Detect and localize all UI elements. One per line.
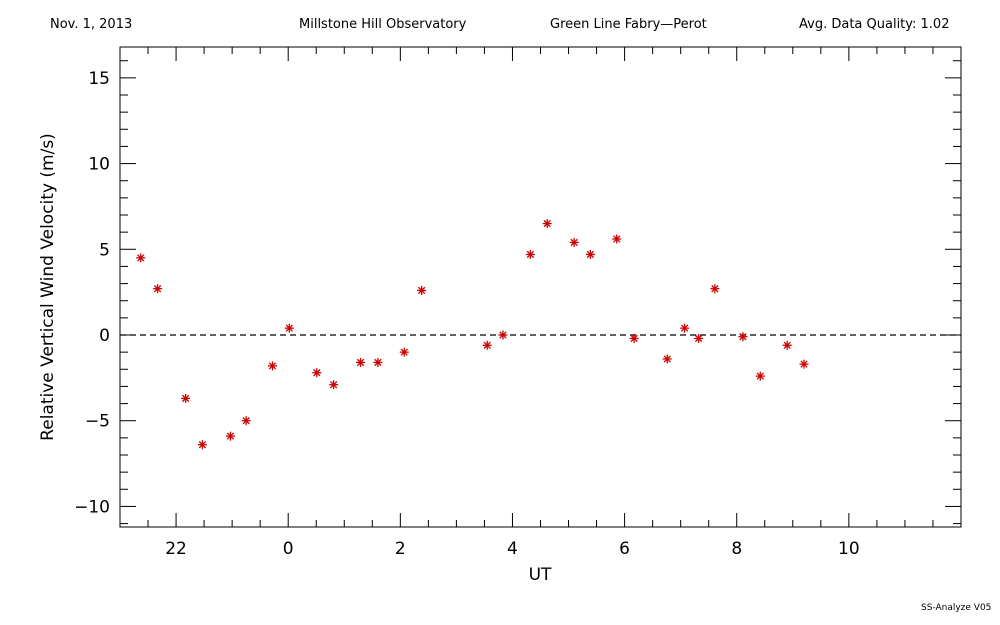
y-tick-label: −5 [85,412,110,432]
header-instrument: Green Line Fabry—Perot [550,17,707,32]
x-tick-label: 2 [395,539,406,559]
data-point-stroke [663,355,671,363]
data-point-stroke [756,372,764,380]
data-point [525,249,535,259]
data-point-stroke [226,432,235,440]
data-point [755,371,765,381]
y-tick-labels: −10 −5 0 5 10 15 [74,69,110,518]
data-points [136,219,809,450]
data-point [542,219,552,229]
data-point-stroke [285,324,293,332]
x-tick-label: 0 [283,539,294,559]
data-point [799,359,809,369]
data-point-stroke [153,285,162,293]
axis-ticks [119,47,962,527]
data-point [241,416,251,426]
data-point [312,368,322,378]
data-point-stroke [268,362,277,370]
data-point [680,323,690,333]
data-point-stroke [483,341,491,349]
x-tick-label: 4 [507,539,518,559]
data-point [662,354,672,364]
data-point [329,380,339,390]
data-point-stroke [374,358,382,367]
data-point-stroke [313,369,321,377]
data-point [710,284,720,294]
data-point-stroke [680,324,689,332]
data-point [612,234,622,244]
y-tick-label: 15 [88,69,110,89]
data-point-stroke [329,381,338,389]
data-point [585,249,595,259]
y-axis-title: Relative Vertical Wind Velocity (m/s) [38,133,58,441]
data-point [498,330,508,340]
x-tick-label: 8 [731,539,742,559]
data-point [373,357,383,367]
software-version-label: SS-Analyze V05 [921,603,992,613]
data-point-stroke [613,235,621,243]
data-point-stroke [137,254,145,262]
data-point [738,332,748,342]
data-point-stroke [800,360,808,368]
data-point [284,323,294,333]
x-tick-labels: 22 0 2 4 6 8 10 [165,539,859,559]
y-tick-label: 5 [99,240,110,260]
data-point [153,284,163,294]
y-tick-label: 10 [88,155,110,175]
x-axis-title: UT [529,565,552,585]
data-point [629,333,639,343]
data-point [694,333,704,343]
data-point [225,431,235,441]
header-data-quality: Avg. Data Quality: 1.02 [799,17,950,32]
data-point [482,340,492,350]
data-point-stroke [630,334,638,343]
header-date: Nov. 1, 2013 [50,17,133,32]
x-tick-label: 10 [838,539,860,559]
data-point-stroke [711,285,719,293]
y-tick-label: 0 [99,326,110,346]
data-point-stroke [526,250,535,259]
y-tick-label: −10 [74,497,110,517]
data-point [399,347,409,357]
data-point-stroke [417,286,426,295]
data-point-stroke [198,441,207,449]
data-point [181,393,191,403]
data-point-stroke [783,341,791,349]
data-point [782,340,792,350]
data-point-stroke [570,238,578,247]
x-tick-label: 22 [165,539,187,559]
data-point-stroke [181,394,190,403]
x-tick-label: 6 [619,539,630,559]
data-point-stroke [739,333,747,341]
data-point-stroke [499,331,507,339]
data-point-stroke [586,250,595,259]
data-point [268,361,278,371]
data-point [356,357,366,367]
header-observatory: Millstone Hill Observatory [299,17,467,32]
plot-frame [119,46,962,528]
data-point-stroke [242,417,250,425]
data-point-stroke [543,219,551,228]
data-point [136,253,146,263]
data-point [417,285,427,295]
data-point-stroke [400,348,408,356]
data-point [569,237,579,247]
data-point-stroke [356,358,365,367]
data-point [197,440,207,450]
data-point-stroke [694,334,703,343]
